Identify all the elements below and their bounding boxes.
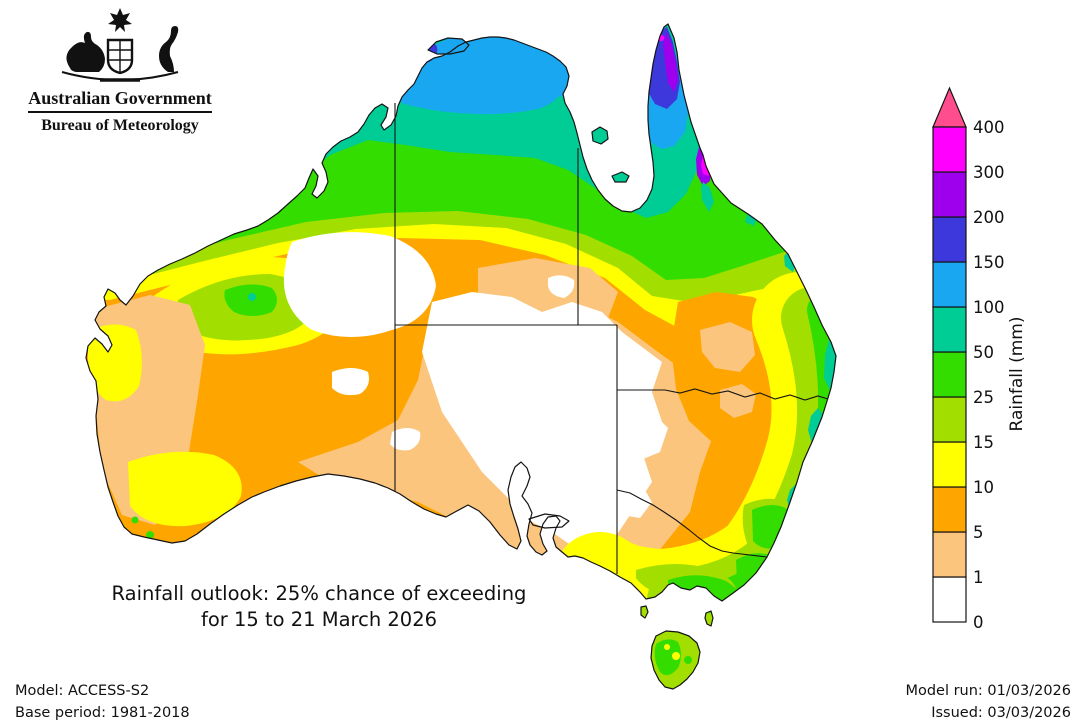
rain-region-gippsland-green — [736, 553, 775, 590]
legend-label-200: 200 — [973, 208, 1005, 227]
legend-label-1: 1 — [973, 568, 984, 587]
rain-fleck-tasmania-yellow2 — [664, 644, 670, 650]
rain-region-swwa-yellow — [128, 451, 242, 527]
legend-label-400: 400 — [973, 118, 1005, 137]
footer-model: Model: ACCESS-S2 — [15, 683, 150, 699]
rain-fleck-mackay-teal — [784, 252, 796, 272]
crest-star-icon — [108, 8, 132, 32]
rain-fleck-tasmania-green2 — [684, 656, 692, 664]
rain-fleck-cairns-coast-teal — [701, 182, 714, 212]
legend-block-white — [932, 576, 967, 623]
footer-left: Model: ACCESS-S2 Base period: 1981-2018 — [15, 680, 190, 724]
rain-region-white-spot-wa1 — [332, 368, 369, 396]
legend-axis-label: Rainfall (mm) — [1007, 317, 1027, 432]
map-title-line1: Rainfall outlook: 25% chance of exceedin… — [111, 582, 527, 605]
legend-block-ygreen — [932, 396, 967, 443]
kangaroo-icon — [66, 31, 105, 72]
rain-region-capeyork-violet — [663, 32, 678, 92]
rain-fleck-swwa-green3 — [131, 516, 139, 524]
rain-region-qld-wedge-tan1 — [700, 322, 755, 372]
border-nsw-vic-murray — [616, 489, 768, 558]
footer-issued: Issued: 03/03/2026 — [931, 705, 1071, 721]
legend-label-50: 50 — [973, 343, 994, 362]
legend-label-25: 25 — [973, 388, 994, 407]
legend-block-violet — [932, 171, 967, 218]
rain-fleck-swwa-green2 — [204, 534, 212, 542]
rain-fleck-nnsw-teal — [808, 408, 824, 444]
map-title-line2: for 15 to 21 March 2026 — [200, 608, 438, 631]
rain-fleck-kimberley-azure — [347, 110, 357, 120]
border-qld-nsw — [617, 388, 829, 401]
legend-label-100: 100 — [973, 298, 1005, 317]
legend-block-royal — [932, 216, 967, 263]
legend-label-10: 10 — [973, 478, 994, 497]
crest-shield-cross — [108, 40, 132, 72]
footer-right: Model run: 01/03/2026 Issued: 03/03/2026 — [905, 680, 1071, 724]
emu-icon — [159, 26, 179, 72]
crest-shield-icon — [106, 38, 134, 75]
legend-block-teal — [932, 306, 967, 353]
legend-label-0: 0 — [973, 613, 984, 632]
logo-divider — [28, 111, 212, 113]
state-borders — [394, 103, 829, 574]
map-title: Rainfall outlook: 25% chance of exceedin… — [38, 581, 600, 633]
legend-label-300: 300 — [973, 163, 1005, 182]
coat-of-arms-logo — [61, 8, 179, 82]
rain-fleck-pilbara-teal — [248, 293, 256, 301]
rain-region-white-sa-mass — [422, 292, 662, 556]
footer-model-run: Model run: 01/03/2026 — [905, 683, 1071, 699]
rain-region-tasmania-green — [654, 639, 681, 676]
legend-label-150: 150 — [973, 253, 1005, 272]
logo-bureau-text: Bureau of Meteorology — [41, 117, 199, 134]
rain-region-white-spot-nt — [548, 275, 575, 298]
legend-label-5: 5 — [973, 523, 984, 542]
legend-label-15: 15 — [973, 433, 994, 452]
legend-overflow-arrow — [932, 86, 967, 128]
rain-region-qld-wedge-tan2 — [720, 384, 756, 418]
rain-region-topend-azure — [396, 30, 567, 115]
rain-fleck-tasmania-yellow1 — [672, 652, 680, 660]
legend-block-green — [932, 351, 967, 398]
rain-region-white-nsw-finger — [608, 402, 668, 462]
footer-base-period: Base period: 1981-2018 — [15, 705, 190, 721]
legend-block-azure — [932, 261, 967, 308]
legend-block-yellow — [932, 441, 967, 488]
legend-block-orange — [932, 486, 967, 533]
rain-fleck-townsville-teal — [745, 212, 757, 226]
legend-block-tan — [932, 531, 967, 578]
rain-region-white-central-wa — [283, 232, 436, 337]
rain-region-sharkbay-yellow — [88, 324, 142, 402]
rain-fleck-swwa-green1 — [146, 531, 154, 539]
legend-block-magenta — [932, 126, 967, 173]
logo-government-text: Australian Government — [28, 88, 212, 108]
rain-region-white-spot-wa2 — [390, 428, 421, 451]
rain-fleck-adelaide-yellow — [576, 539, 584, 547]
rain-region-white-nsw-lower — [604, 478, 652, 518]
